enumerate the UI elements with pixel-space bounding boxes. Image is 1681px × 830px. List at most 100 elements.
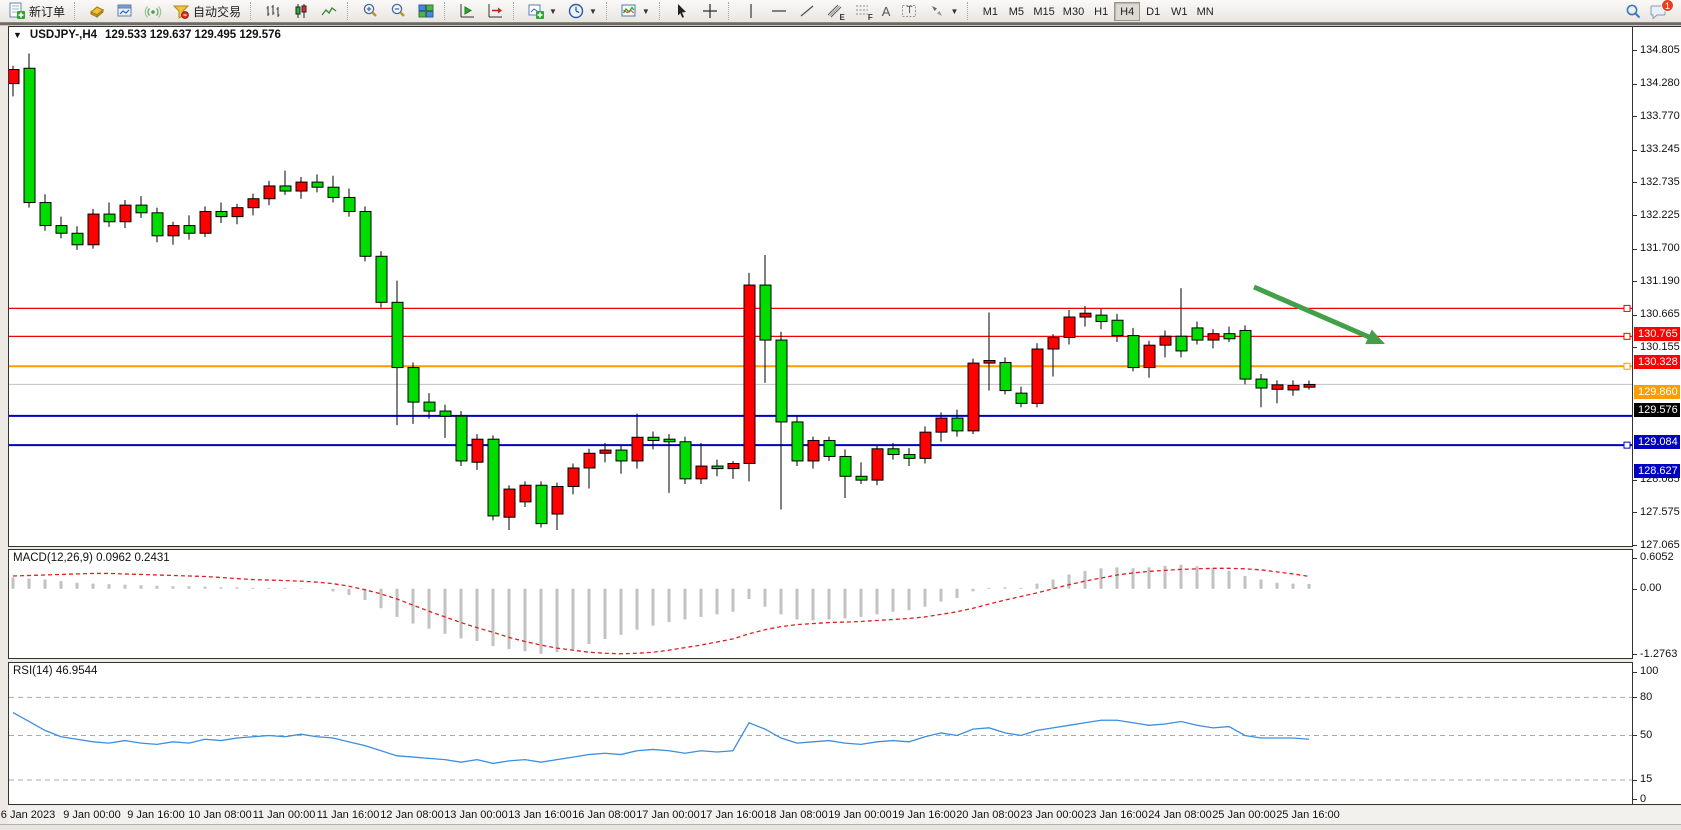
axis-tick — [1633, 50, 1637, 52]
horizontal-line-icon — [770, 2, 788, 20]
zoom-out-button[interactable] — [385, 1, 411, 21]
horizontal-line-tool-button[interactable] — [766, 1, 792, 21]
axis-tick — [1633, 479, 1637, 481]
line-handle[interactable] — [1623, 362, 1631, 370]
macd-signal-line — [12, 567, 1310, 655]
candle-body — [1143, 344, 1156, 369]
toolbar-separator — [658, 2, 664, 20]
vertical-line-tool-button[interactable] — [738, 1, 764, 21]
timeframe-m1[interactable]: M1 — [982, 5, 999, 18]
line-handle[interactable] — [1623, 441, 1631, 449]
time-axis-label: 23 Jan 16:00 — [1084, 809, 1148, 821]
toolbar-separator — [967, 2, 972, 20]
auto-scroll-button[interactable] — [454, 1, 480, 21]
candlestick-mode-button[interactable] — [288, 1, 314, 21]
candle-body — [1127, 335, 1140, 369]
macd-panel[interactable]: MACD(12,26,9) 0.0962 0.2431 — [8, 549, 1633, 659]
candle-body — [519, 484, 532, 503]
timeframe-h1[interactable]: H1 — [1094, 5, 1109, 18]
candle-body — [871, 448, 884, 481]
candle-body — [903, 454, 916, 459]
new-chart-button[interactable]: ▼ — [523, 1, 561, 21]
candle-body — [791, 421, 804, 462]
channel-tool-button[interactable]: E — [822, 1, 848, 22]
candlestick-chart[interactable] — [9, 27, 1632, 546]
fibo-letter: F — [867, 13, 873, 22]
candle-body — [983, 360, 996, 364]
cursor-tool-button[interactable] — [669, 1, 695, 21]
chart-window-button[interactable] — [112, 1, 138, 21]
candle-body — [1239, 329, 1252, 380]
text-tool-button[interactable]: A — [878, 1, 895, 21]
market-watch-button[interactable] — [84, 1, 110, 21]
macd-axis-label: 0.6052 — [1640, 551, 1674, 564]
new-order-label: 新订单 — [29, 4, 66, 19]
axis-tick — [1633, 557, 1637, 559]
price-axis-label: 134.280 — [1640, 77, 1680, 90]
chevron-down-icon[interactable]: ▼ — [13, 30, 22, 40]
macd-chart[interactable] — [9, 550, 1632, 658]
window-bottom-edge — [0, 824, 1681, 830]
new-order-button[interactable]: 新订单 — [4, 1, 69, 21]
timeframe-m30[interactable]: M30 — [1062, 5, 1085, 18]
candle-body — [375, 255, 388, 303]
auto-trading-label: 自动交易 — [193, 4, 242, 19]
tile-windows-button[interactable] — [413, 1, 439, 21]
bar-chart-mode-button[interactable] — [260, 1, 286, 21]
timeframe-mn[interactable]: MN — [1196, 5, 1214, 18]
rsi-chart[interactable] — [9, 663, 1632, 804]
axis-tick — [1633, 347, 1637, 349]
candle-body — [391, 301, 404, 369]
crosshair-tool-button[interactable] — [697, 1, 723, 21]
candle-body — [695, 465, 708, 480]
fibonacci-tool-button[interactable]: F — [850, 1, 876, 22]
arrows-tool-button[interactable]: ▼ — [924, 1, 962, 21]
line-handle[interactable] — [1623, 304, 1631, 312]
indicators-button[interactable]: ▼ — [616, 1, 654, 21]
timeframe-d1[interactable]: D1 — [1146, 5, 1161, 18]
timeframe-m5[interactable]: M5 — [1008, 5, 1025, 18]
chart-shift-button[interactable] — [482, 1, 508, 21]
text-label-tool-button[interactable]: T — [896, 1, 922, 21]
time-axis-label: 18 Jan 08:00 — [764, 809, 828, 821]
candle-body — [1207, 333, 1220, 341]
candle-body — [343, 196, 356, 213]
candle-body — [1159, 335, 1172, 346]
axis-tick — [1633, 671, 1637, 673]
price-axis-label: 131.700 — [1640, 242, 1680, 255]
arrows-icon — [928, 2, 946, 20]
candle-body — [615, 449, 628, 462]
trendline-tool-button[interactable] — [794, 1, 820, 21]
candle-body — [9, 69, 20, 85]
trend-arrow-head[interactable] — [1365, 329, 1385, 345]
candlestick-icon — [292, 2, 310, 20]
zoom-in-button[interactable] — [357, 1, 383, 21]
candle-body — [487, 438, 500, 517]
chat-icon[interactable]: 1 — [1650, 0, 1674, 20]
timeframe-h4[interactable]: H4 — [1114, 1, 1141, 21]
line-chart-mode-button[interactable] — [316, 1, 342, 21]
auto-trading-button[interactable]: 自动交易 — [168, 1, 245, 21]
candle-body — [1079, 312, 1092, 318]
candle-body — [919, 431, 932, 459]
price-axis[interactable]: 134.805 134.280 133.770 133.245 132.735 132.2… — [1633, 26, 1681, 805]
main-chart-panel[interactable]: ▼ USDJPY-,H4 129.533 129.637 129.495 129… — [8, 26, 1633, 547]
candle-body — [1191, 327, 1204, 341]
rsi-panel[interactable]: RSI(14) 46.9544 — [8, 662, 1633, 805]
timeframe-w1[interactable]: W1 — [1170, 5, 1188, 18]
candle-body — [1255, 378, 1268, 389]
signal-waves-icon — [144, 2, 162, 20]
timeframe-m15[interactable]: M15 — [1033, 5, 1055, 18]
signals-button[interactable] — [140, 1, 166, 21]
candle-body — [87, 213, 100, 246]
chart-symbol-period: USDJPY-,H4 — [29, 29, 98, 41]
search-icon[interactable] — [1625, 3, 1642, 20]
time-axis[interactable]: 6 Jan 2023 9 Jan 00:00 9 Jan 16:00 10 Jan 0… — [1, 806, 1681, 824]
trend-arrow[interactable] — [1253, 284, 1373, 341]
profiles-button[interactable]: ▼ — [563, 1, 601, 21]
candle-body — [887, 448, 900, 456]
candle-body — [471, 438, 484, 463]
axis-tick — [1633, 799, 1637, 801]
rsi-axis-label: 50 — [1640, 728, 1653, 741]
line-handle[interactable] — [1623, 332, 1631, 340]
